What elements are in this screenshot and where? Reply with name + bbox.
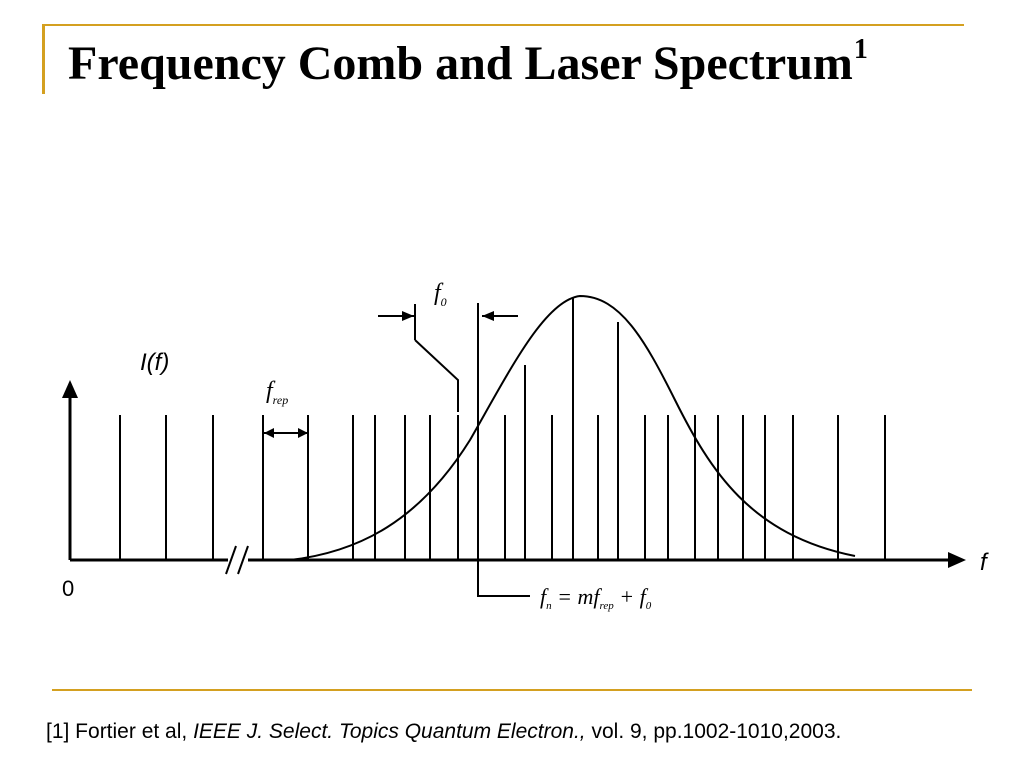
f0-arrow-left-head bbox=[402, 311, 414, 321]
footnote-suffix: vol. 9, pp.1002-1010,2003. bbox=[585, 720, 842, 743]
f0-leader-line bbox=[414, 339, 459, 412]
footnote: [1] Fortier et al, IEEE J. Select. Topic… bbox=[46, 720, 841, 744]
equation-leader-line bbox=[477, 560, 530, 597]
title-footnote-marker: 1 bbox=[853, 34, 868, 65]
axis-break-mark-2 bbox=[237, 545, 249, 575]
spectral-envelope bbox=[289, 294, 856, 561]
page-title-text: Frequency Comb and Laser Spectrum bbox=[68, 37, 853, 90]
frep-arrow-left bbox=[264, 428, 274, 438]
x-axis-arrowhead bbox=[948, 552, 966, 568]
frep-label: frep bbox=[266, 378, 288, 407]
y-axis-label: I(f) bbox=[140, 349, 169, 376]
comb-equation: fn = mfrep + f0 bbox=[540, 584, 652, 612]
title-accent-rule bbox=[42, 24, 964, 26]
footnote-prefix: [1] Fortier et al, bbox=[46, 720, 194, 743]
x-axis-label: f bbox=[980, 549, 989, 576]
f0-arrow-right-head bbox=[482, 311, 494, 321]
page-title: Frequency Comb and Laser Spectrum1 bbox=[68, 36, 868, 90]
y-axis-arrowhead bbox=[62, 380, 78, 398]
frep-arrow-right bbox=[298, 428, 308, 438]
comb-lines bbox=[119, 298, 886, 560]
f0-label: f0 bbox=[434, 280, 447, 309]
title-accent-bar bbox=[42, 24, 45, 94]
axis-break-mark-1 bbox=[225, 545, 237, 575]
footnote-journal: IEEE J. Select. Topics Quantum Electron.… bbox=[193, 720, 586, 743]
footnote-divider bbox=[52, 689, 972, 691]
origin-label: 0 bbox=[62, 576, 74, 601]
